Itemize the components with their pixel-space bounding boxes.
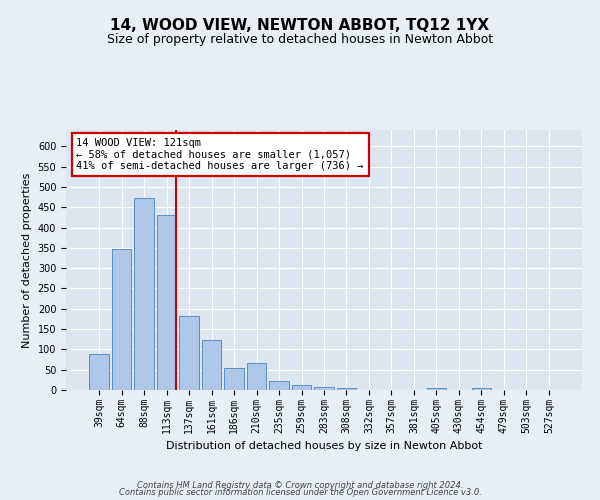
Y-axis label: Number of detached properties: Number of detached properties (22, 172, 32, 348)
Text: 14 WOOD VIEW: 121sqm
← 58% of detached houses are smaller (1,057)
41% of semi-de: 14 WOOD VIEW: 121sqm ← 58% of detached h… (76, 138, 364, 171)
Bar (112, 248, 131, 390)
Bar (292, 384, 311, 390)
Text: Contains HM Land Registry data © Crown copyright and database right 2024.: Contains HM Land Registry data © Crown c… (137, 480, 463, 490)
Bar (157, 215, 176, 390)
Bar (472, 388, 491, 390)
Bar (202, 340, 221, 390)
Bar (247, 363, 266, 390)
Text: Size of property relative to detached houses in Newton Abbot: Size of property relative to detached ho… (107, 32, 493, 46)
Bar (314, 387, 334, 390)
Bar (179, 316, 199, 390)
Bar (427, 388, 446, 390)
Bar (89, 354, 109, 390)
Text: Contains public sector information licensed under the Open Government Licence v3: Contains public sector information licen… (119, 488, 481, 497)
X-axis label: Distribution of detached houses by size in Newton Abbot: Distribution of detached houses by size … (166, 441, 482, 451)
Bar (134, 198, 154, 390)
Text: 14, WOOD VIEW, NEWTON ABBOT, TQ12 1YX: 14, WOOD VIEW, NEWTON ABBOT, TQ12 1YX (110, 18, 490, 32)
Bar (224, 368, 244, 390)
Bar (269, 380, 289, 390)
Bar (337, 388, 356, 390)
